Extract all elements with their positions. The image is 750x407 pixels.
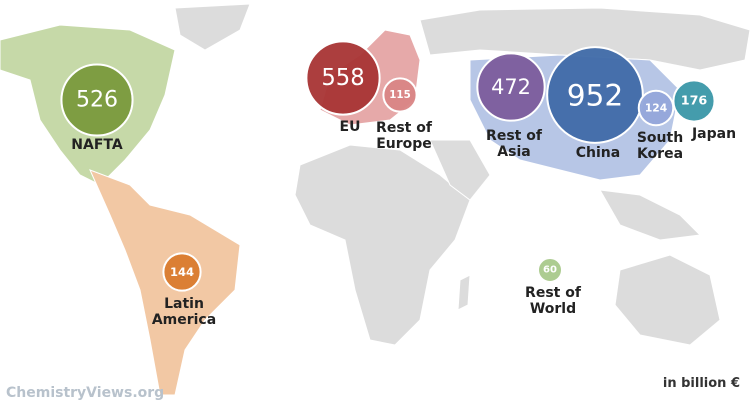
region-bubble bbox=[382, 77, 418, 113]
region-bubble bbox=[305, 40, 381, 116]
region-bubble bbox=[637, 89, 675, 127]
greenland bbox=[174, 3, 251, 51]
se-asia-land bbox=[599, 189, 702, 241]
region-label: China bbox=[575, 145, 621, 161]
bubble-value: 115 bbox=[389, 89, 411, 101]
bubble-value: 558 bbox=[321, 65, 364, 91]
region-label: Latin America bbox=[151, 296, 217, 328]
region-label: Rest of Europe bbox=[376, 120, 432, 152]
bubble-value: 526 bbox=[76, 88, 118, 113]
region-label: Japan bbox=[691, 126, 737, 142]
middle-east-land bbox=[429, 139, 491, 201]
region-bubble bbox=[476, 52, 546, 122]
region-bubble bbox=[162, 252, 202, 292]
credit: ChemistryViews.org bbox=[6, 385, 165, 401]
madagascar bbox=[457, 274, 471, 311]
region-bubble bbox=[536, 256, 564, 284]
bubble-value: 176 bbox=[681, 94, 708, 109]
latin-america-land bbox=[89, 169, 241, 396]
region-bubble bbox=[546, 46, 644, 144]
unit-note: in billion € bbox=[662, 376, 740, 391]
region-label: Rest of Asia bbox=[486, 128, 542, 160]
region-label: EU bbox=[339, 119, 361, 135]
region-bubble bbox=[60, 63, 134, 137]
region-label: NAFTA bbox=[71, 137, 123, 153]
region-bubble bbox=[672, 79, 716, 123]
bubble-value: 472 bbox=[491, 75, 531, 99]
russia-land bbox=[419, 7, 750, 71]
bubble-value: 144 bbox=[170, 265, 194, 279]
africa-land bbox=[294, 144, 471, 346]
region-label: South Korea bbox=[636, 130, 684, 162]
bubble-value: 124 bbox=[645, 102, 667, 115]
bubble-value: 952 bbox=[567, 78, 624, 113]
australia-land bbox=[614, 254, 721, 346]
region-label: Rest of World bbox=[525, 285, 581, 317]
bubble-value: 60 bbox=[543, 265, 557, 276]
